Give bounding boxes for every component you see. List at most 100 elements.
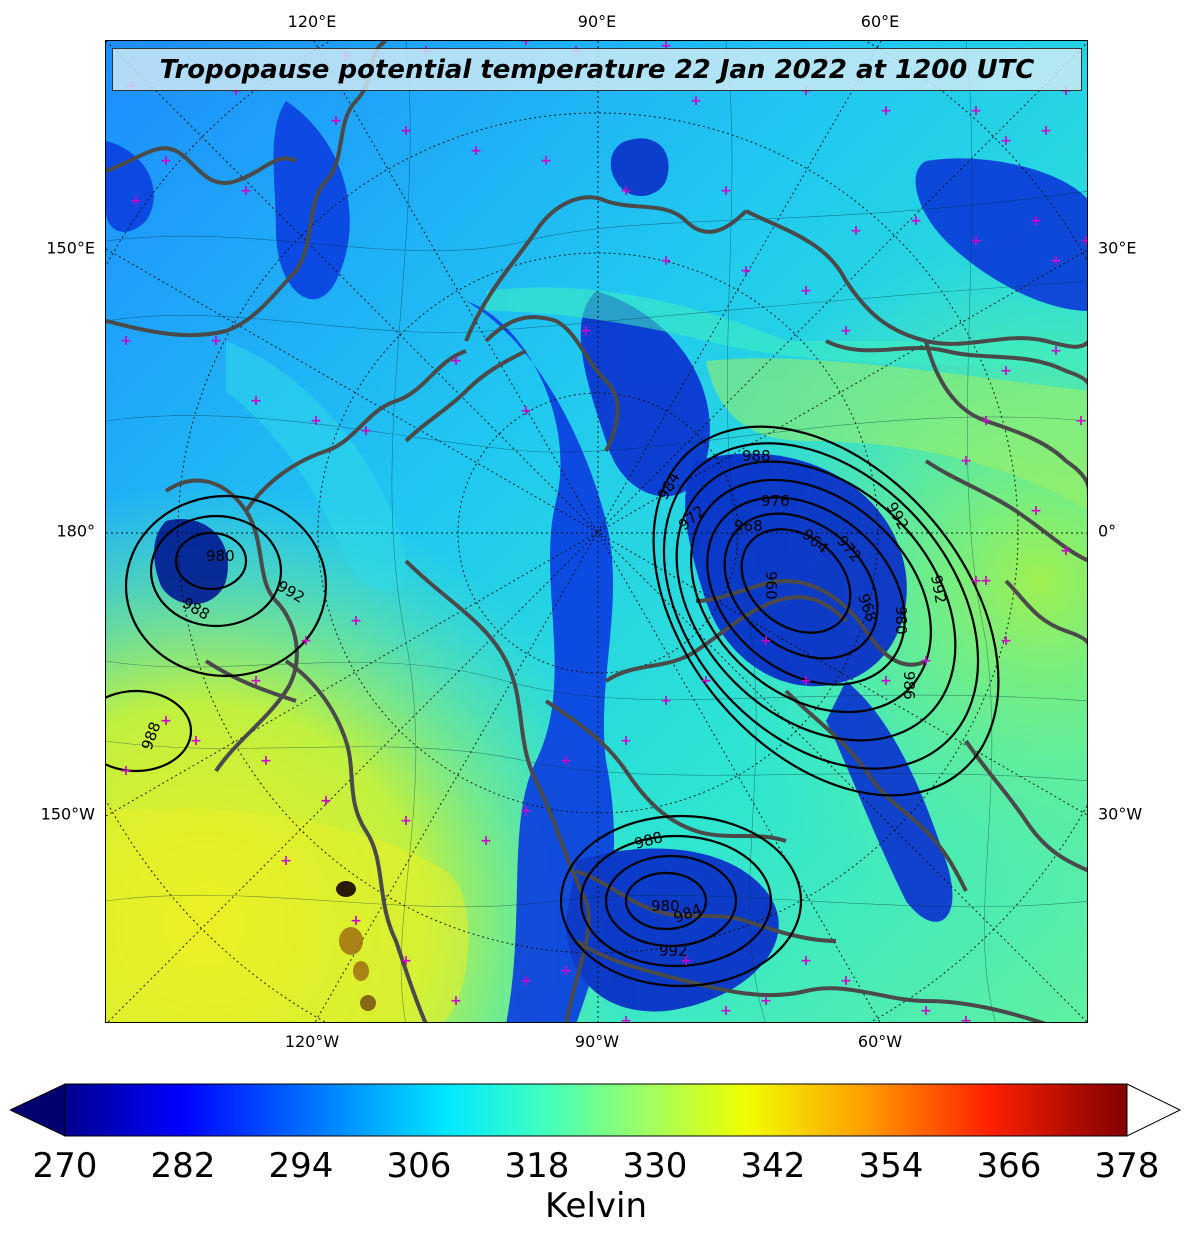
low-theta-filaments xyxy=(106,101,1087,1022)
colorbar-tick: 282 xyxy=(150,1146,216,1186)
station-marker: + xyxy=(160,153,172,169)
station-marker: + xyxy=(210,333,222,349)
station-marker: + xyxy=(850,223,862,239)
side-label-right-30e: 30°E xyxy=(1098,238,1137,258)
station-marker: + xyxy=(960,453,972,469)
station-marker: + xyxy=(400,123,412,139)
station-marker: + xyxy=(880,673,892,689)
lon-label-bottom-90w: 90°W xyxy=(574,1032,620,1051)
station-marker: + xyxy=(520,41,532,49)
station-marker: + xyxy=(280,853,292,869)
station-marker: + xyxy=(840,323,852,339)
mslp-contours-atlantic xyxy=(652,425,1000,797)
contour-label-980: 980 xyxy=(892,606,910,635)
side-label-left-150w: 150°W xyxy=(40,804,95,824)
station-marker: + xyxy=(330,113,342,129)
polar-stereographic-map: 988 984 976 968 972 960 964 972 968 992 … xyxy=(106,41,1087,1023)
station-marker: + xyxy=(980,573,992,589)
station-marker: + xyxy=(1050,253,1062,269)
mslp-contours-hudson xyxy=(559,814,803,988)
colorbar-tick: 366 xyxy=(976,1146,1042,1186)
station-marker: + xyxy=(450,993,462,1009)
colorbar xyxy=(10,1083,1182,1137)
station-marker: + xyxy=(920,653,932,669)
station-marker: + xyxy=(1040,123,1052,139)
side-label-right-30w: 30°W xyxy=(1098,804,1143,824)
colorbar-tick: 270 xyxy=(32,1146,98,1186)
station-marker: + xyxy=(720,183,732,199)
station-marker: + xyxy=(970,233,982,249)
station-marker: + xyxy=(1075,413,1087,429)
side-label-left-150e: 150°E xyxy=(46,238,95,258)
station-marker: + xyxy=(700,673,712,689)
station-marker: + xyxy=(540,153,552,169)
station-marker: + xyxy=(520,803,532,819)
station-marker: + xyxy=(250,673,262,689)
station-marker: + xyxy=(160,713,172,729)
station-marker: + xyxy=(840,973,852,989)
station-marker: + xyxy=(620,733,632,749)
map-frame: 988 984 976 968 972 960 964 972 968 992 … xyxy=(105,40,1088,1023)
station-marker: + xyxy=(800,83,812,99)
lon-label-top-60e: 60°E xyxy=(860,12,900,31)
colorbar-tick: 378 xyxy=(1094,1146,1160,1186)
station-marker: + xyxy=(760,993,772,1009)
station-marker: + xyxy=(400,953,412,969)
station-marker: + xyxy=(920,1003,932,1019)
colorbar-extend-low xyxy=(10,1083,66,1137)
colorbar-tick: 318 xyxy=(504,1146,570,1186)
contour-label-980-hud: 980 xyxy=(651,897,680,915)
station-marker: + xyxy=(350,913,362,929)
station-marker: + xyxy=(960,1013,972,1023)
station-marker: + xyxy=(1000,363,1012,379)
map-title: Tropopause potential temperature 22 Jan … xyxy=(112,48,1082,91)
station-marker: + xyxy=(620,183,632,199)
station-marker: + xyxy=(880,103,892,119)
station-marker: + xyxy=(620,1013,632,1023)
station-markers: + + + + + + + + + + + + + + + + + + + + + + + + + + + + + + + + + + + + + + + +… xyxy=(120,41,1087,1023)
station-marker: + xyxy=(740,263,752,279)
station-marker: + xyxy=(970,103,982,119)
station-marker: + xyxy=(260,753,272,769)
station-marker: + xyxy=(800,953,812,969)
lon-label-top-120e: 120°E xyxy=(287,12,337,31)
station-marker: + xyxy=(560,963,572,979)
station-marker: + xyxy=(680,953,692,969)
station-marker: + xyxy=(320,793,332,809)
station-marker: + xyxy=(800,283,812,299)
station-marker: + xyxy=(660,693,672,709)
side-label-left-180: 180° xyxy=(56,521,95,541)
lon-label-bottom-120w: 120°W xyxy=(284,1032,340,1051)
station-marker: + xyxy=(300,633,312,649)
contour-label-988: 988 xyxy=(742,447,771,465)
station-marker: + xyxy=(660,253,672,269)
station-marker: + xyxy=(190,733,202,749)
station-marker: + xyxy=(720,1003,732,1019)
station-marker: + xyxy=(120,333,132,349)
station-marker: + xyxy=(1000,133,1012,149)
colorbar-gradient xyxy=(64,1083,1128,1137)
station-marker: + xyxy=(1030,213,1042,229)
station-marker: + xyxy=(970,573,982,589)
contour-label-992b: 992 xyxy=(927,574,950,605)
side-label-right-0: 0° xyxy=(1098,521,1117,541)
station-marker: + xyxy=(520,973,532,989)
station-marker: + xyxy=(240,183,252,199)
colorbar-tick: 354 xyxy=(858,1146,924,1186)
station-marker: + xyxy=(120,763,132,779)
station-marker: + xyxy=(560,753,572,769)
colorbar-tick: 342 xyxy=(740,1146,806,1186)
station-marker: + xyxy=(690,93,702,109)
station-marker: + xyxy=(660,41,672,54)
contour-label-992-hud: 992 xyxy=(659,942,688,960)
station-marker: + xyxy=(760,633,772,649)
station-marker: + xyxy=(310,413,322,429)
station-marker: + xyxy=(230,83,242,99)
contour-label-968: 968 xyxy=(734,517,763,535)
station-marker: + xyxy=(1030,503,1042,519)
colorbar-extend-high xyxy=(1126,1083,1182,1137)
station-marker: + xyxy=(130,193,142,209)
station-marker: + xyxy=(1000,633,1012,649)
station-marker: + xyxy=(1060,83,1072,99)
station-marker: + xyxy=(470,143,482,159)
